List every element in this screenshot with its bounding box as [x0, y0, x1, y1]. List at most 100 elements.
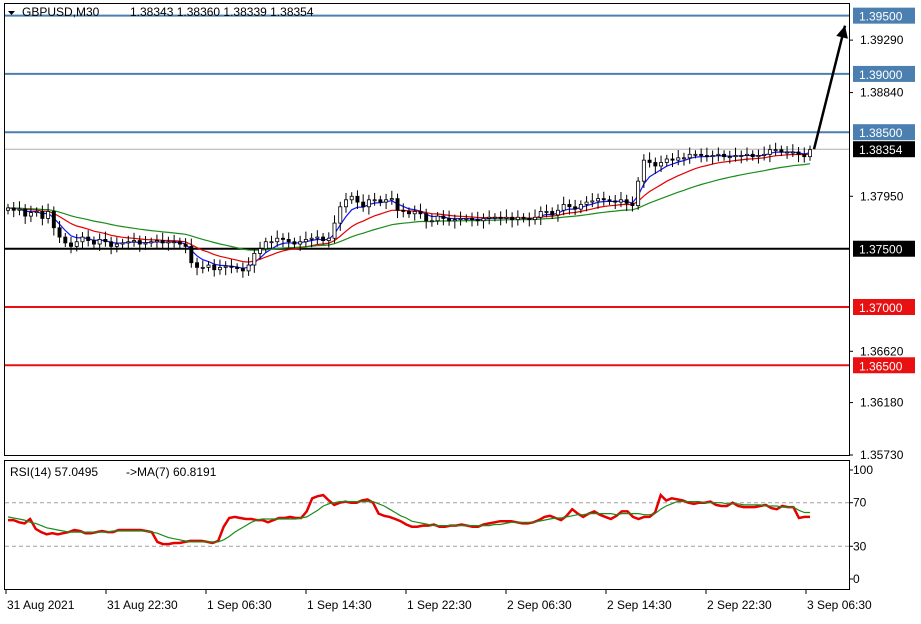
candle-body	[418, 211, 423, 215]
candle-body	[126, 241, 131, 244]
candle-body	[573, 206, 578, 210]
candle-body	[470, 218, 474, 220]
candle-body	[429, 220, 434, 223]
candle-body	[561, 204, 566, 211]
time-tick-label: 1 Sep 22:30	[407, 598, 472, 612]
candle-body	[378, 199, 383, 203]
time-tick-label: 2 Sep 22:30	[707, 598, 772, 612]
candle-body	[114, 243, 119, 247]
candle-body	[492, 216, 497, 219]
candle-body	[401, 209, 406, 212]
candle-body	[172, 241, 177, 244]
candle-body	[452, 219, 457, 222]
time-tick-label: 31 Aug 22:30	[107, 598, 178, 612]
candle-body	[292, 241, 297, 245]
candle-body	[11, 207, 16, 211]
candle-body	[269, 241, 274, 244]
time-axis: 31 Aug 2021 31 Aug 22:30 1 Sep 06:30 1 Sep …	[5, 589, 872, 612]
candle-body	[716, 153, 721, 156]
candle-body	[447, 218, 452, 222]
candle-body	[670, 158, 675, 161]
candle-body	[143, 242, 148, 245]
candle-body	[23, 208, 28, 217]
candle-body	[332, 222, 337, 239]
candle-body	[596, 198, 601, 202]
dropdown-triangle-icon[interactable]	[8, 11, 15, 15]
level-tag-label: 1.37500	[859, 243, 903, 257]
candle-body	[773, 149, 778, 152]
ma-slow-line	[7, 163, 811, 251]
candle-body	[57, 227, 62, 238]
price-tick-label: 1.39290	[860, 33, 904, 47]
candle-body	[527, 218, 532, 220]
symbol-label: GBPUSD,M30	[22, 5, 100, 19]
level-tag-bg	[853, 124, 915, 141]
candle-body	[46, 211, 51, 219]
level-tag-bg	[853, 298, 915, 315]
candle-body	[217, 266, 222, 271]
candle-body	[321, 236, 326, 241]
current-price-tag-label: 1.38354	[859, 143, 903, 157]
candle-body	[252, 252, 257, 266]
candle-body	[756, 155, 761, 158]
candle-body	[613, 200, 618, 203]
candle-body	[286, 239, 291, 243]
candle-body	[206, 264, 211, 268]
candle-body	[177, 241, 182, 245]
candle-body	[590, 200, 595, 203]
candle-body	[51, 211, 56, 229]
candle-body	[28, 212, 33, 217]
rsi-indicator	[5, 492, 849, 547]
candle-body	[745, 153, 749, 156]
level-tag-label: 1.36500	[859, 359, 903, 373]
candle-body	[515, 216, 520, 220]
candle-body	[229, 265, 234, 268]
candle-body	[699, 153, 704, 156]
price-tick-label: 1.38840	[860, 86, 904, 100]
candle-body	[567, 204, 572, 208]
candle-body	[475, 219, 480, 222]
candle-body	[624, 199, 629, 204]
candle-body	[258, 248, 263, 254]
candle-body	[601, 198, 606, 201]
time-tick-label: 2 Sep 14:30	[607, 598, 672, 612]
chart-header: GBPUSD,M30 1.38343 1.38360 1.38339 1.383…	[8, 5, 314, 19]
candle-body	[796, 151, 801, 155]
candle-body	[103, 239, 108, 243]
candle-body	[521, 216, 526, 219]
candle-body	[235, 266, 240, 269]
level-tag-label: 1.39000	[859, 68, 903, 82]
candle-body	[91, 240, 96, 245]
current-price-tag-bg	[853, 141, 915, 158]
candle-body	[641, 159, 646, 182]
time-tick-label: 3 Sep 06:30	[807, 598, 872, 612]
candle-body	[487, 216, 492, 219]
candle-body	[189, 245, 194, 264]
candle-body	[63, 236, 68, 244]
candle-body	[34, 211, 39, 214]
candle-body	[349, 195, 354, 201]
candle-body	[676, 157, 681, 161]
candle-body	[538, 211, 543, 218]
candle-body	[808, 149, 812, 158]
candle-body	[17, 208, 22, 211]
rsi-label: RSI(14) 57.0495	[10, 465, 98, 479]
candle-body	[309, 237, 314, 240]
candle-body	[618, 199, 623, 203]
rsi-header: RSI(14) 57.0495 ->MA(7) 60.8191	[10, 465, 217, 479]
candle-body	[664, 158, 669, 163]
candle-body	[653, 162, 658, 167]
candle-body	[223, 265, 228, 268]
candle-body	[630, 202, 635, 207]
candle-body	[40, 211, 45, 219]
candle-body	[344, 199, 348, 208]
candle-body	[785, 151, 790, 154]
projection-arrow-head-icon	[836, 25, 848, 39]
rsi-line	[8, 492, 810, 546]
candle-body	[200, 266, 205, 269]
candle-body	[544, 211, 549, 213]
candle-body	[555, 209, 560, 216]
candle-body	[6, 207, 10, 211]
candle-body	[504, 216, 509, 219]
